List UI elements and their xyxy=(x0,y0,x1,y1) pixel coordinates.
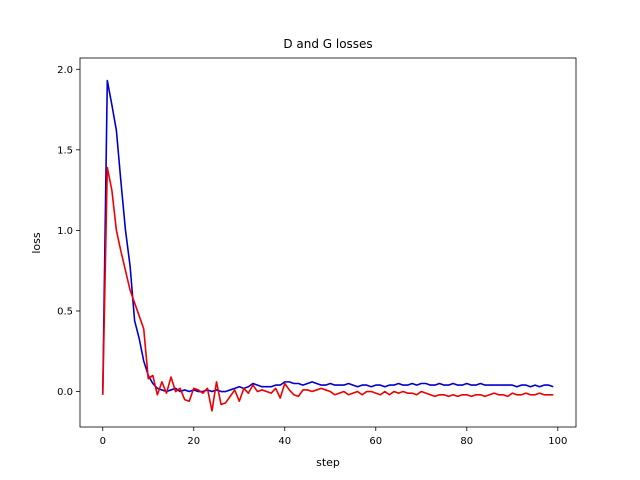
y-tick-label: 0.5 xyxy=(57,306,73,317)
x-axis: 0 20 40 60 80 100 xyxy=(100,427,567,447)
y-tick-label: 2.0 xyxy=(57,65,73,76)
y-axis: 0.0 0.5 1.0 1.5 2.0 xyxy=(57,65,80,398)
x-tick-label: 0 xyxy=(100,436,106,447)
x-tick-label: 80 xyxy=(460,436,473,447)
y-axis-label: loss xyxy=(30,232,43,254)
y-tick-label: 0.0 xyxy=(57,387,73,398)
x-tick-label: 40 xyxy=(278,436,291,447)
x-tick-label: 100 xyxy=(548,436,567,447)
y-tick-label: 1.5 xyxy=(57,145,73,156)
x-tick-label: 60 xyxy=(369,436,382,447)
plot-area xyxy=(101,79,554,412)
x-tick-label: 20 xyxy=(187,436,200,447)
y-tick-label: 1.0 xyxy=(57,226,73,237)
chart-title: D and G losses xyxy=(283,37,372,51)
x-axis-label: step xyxy=(316,456,340,469)
series-line-2 xyxy=(101,166,554,412)
plot-frame xyxy=(79,57,577,428)
